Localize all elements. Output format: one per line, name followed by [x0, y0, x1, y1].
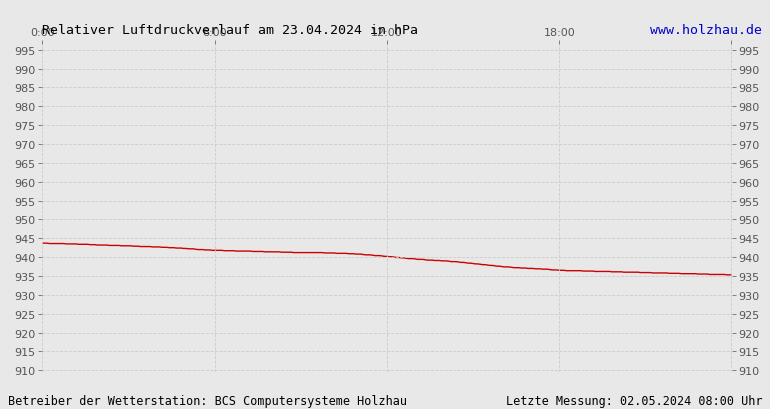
Text: Betreiber der Wetterstation: BCS Computersysteme Holzhau: Betreiber der Wetterstation: BCS Compute…: [8, 394, 407, 407]
Text: Relativer Luftdruckverlauf am 23.04.2024 in hPa: Relativer Luftdruckverlauf am 23.04.2024…: [42, 24, 418, 37]
Text: Letzte Messung: 02.05.2024 08:00 Uhr: Letzte Messung: 02.05.2024 08:00 Uhr: [506, 394, 762, 407]
Text: www.holzhau.de: www.holzhau.de: [651, 24, 762, 37]
